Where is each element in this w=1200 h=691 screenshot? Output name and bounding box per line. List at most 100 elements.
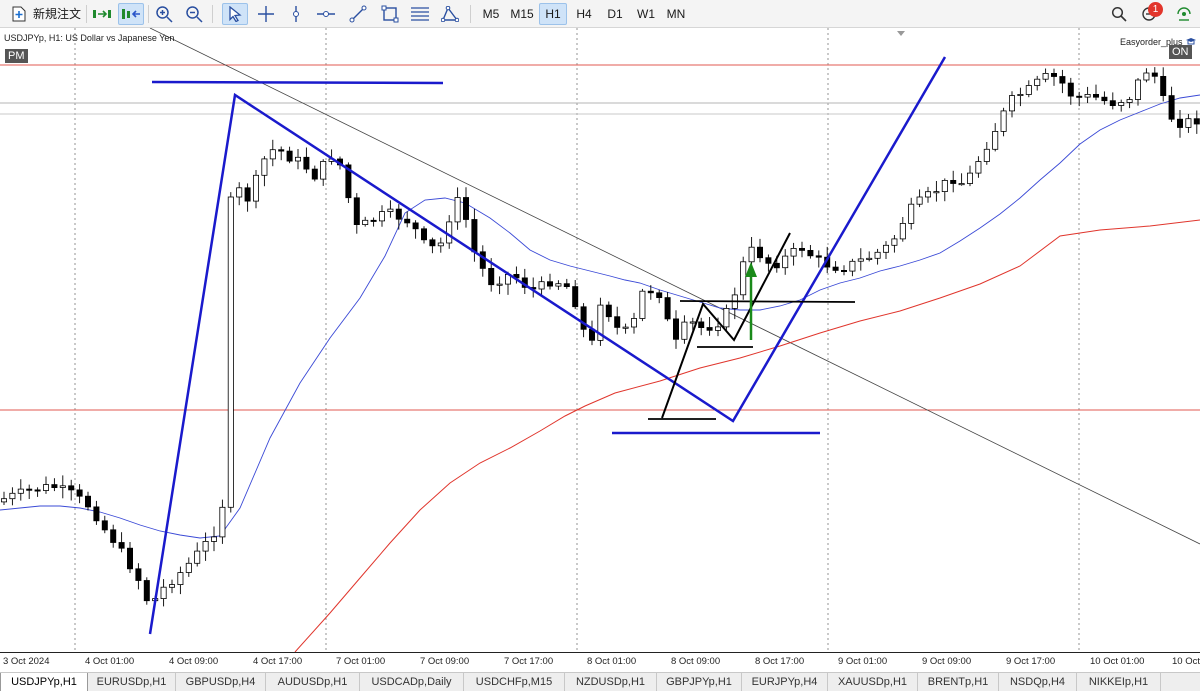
trendline-button[interactable] <box>346 3 370 25</box>
horizontal-levels <box>0 64 1200 411</box>
timeframe-m5[interactable]: M5 <box>482 7 500 21</box>
tab-gbpjpyp-h1[interactable]: GBPJPYp,H1 <box>657 673 742 691</box>
candle-bear <box>656 292 663 298</box>
session-badge: PM <box>5 49 28 63</box>
cursor-button[interactable] <box>222 3 248 25</box>
shapes-button[interactable] <box>438 3 462 25</box>
candle-bull <box>597 304 604 341</box>
timeframe-h4[interactable]: H4 <box>576 7 592 21</box>
rectangle-icon <box>381 5 399 23</box>
tab-gbpusdp-h4[interactable]: GBPUSDp,H4 <box>176 673 266 691</box>
candle-bear <box>547 281 554 287</box>
timeframe-d1[interactable]: D1 <box>607 7 623 21</box>
candle-bull <box>362 219 369 226</box>
algo-trading-icon <box>92 7 112 21</box>
candle-bear <box>614 316 621 328</box>
candle-bear <box>345 164 352 199</box>
candle-bull <box>496 283 503 286</box>
time-label: 4 Oct 17:00 <box>253 656 303 667</box>
crosshair-button[interactable] <box>254 3 278 25</box>
candlesticks <box>0 67 1200 607</box>
vertical-grid <box>74 28 1080 652</box>
tab-brentp-h1[interactable]: BRENTp,H1 <box>918 673 999 691</box>
search-button[interactable] <box>1108 3 1130 25</box>
candle-bull <box>958 183 965 186</box>
tab-xauusdp-h1[interactable]: XAUUSDp,H1 <box>828 673 918 691</box>
zoom-out-button[interactable] <box>182 3 206 25</box>
price-chart[interactable] <box>0 28 1200 652</box>
zoom-out-icon <box>185 5 203 23</box>
ea-status-badge[interactable]: ON <box>1169 45 1192 59</box>
candle-bear <box>311 168 318 180</box>
candle-bull <box>177 572 184 585</box>
rectangle-button[interactable] <box>378 3 402 25</box>
tab-nzdusdp-h1[interactable]: NZDUSDp,H1 <box>565 673 657 691</box>
candle-bear <box>353 197 360 226</box>
candle-bull <box>1135 79 1142 100</box>
candle-bull <box>194 550 201 564</box>
candle-bear <box>773 262 780 269</box>
zoom-in-icon <box>155 5 173 23</box>
tab-eurusdp-h1[interactable]: EURUSDp,H1 <box>88 673 176 691</box>
symbol-tabs: USDJPYp,H1 EURUSDp,H1 GBPUSDp,H4 AUDUSDp… <box>0 672 1200 691</box>
candle-bear <box>950 179 957 184</box>
candle-bull <box>1034 78 1041 86</box>
candle-bull <box>689 321 696 324</box>
candle-bull <box>1185 118 1192 128</box>
time-label: 9 Oct 01:00 <box>838 656 888 667</box>
tab-nikkeip-h1[interactable]: NIKKEIp,H1 <box>1077 673 1161 691</box>
chart-shift-marker-icon <box>897 31 905 36</box>
candle-bear <box>34 489 41 492</box>
vertical-line-button[interactable] <box>284 3 308 25</box>
horizontal-line-button[interactable] <box>314 3 338 25</box>
candle-bull <box>437 242 444 247</box>
candle-bull <box>236 187 243 198</box>
candle-bull <box>941 179 948 192</box>
arrow-up-icon <box>745 262 757 340</box>
timeframe-w1[interactable]: W1 <box>637 7 655 21</box>
fibonacci-icon <box>410 6 430 22</box>
candle-bull <box>782 255 789 269</box>
time-label: 10 Oct 01:00 <box>1090 656 1145 667</box>
candle-bull <box>1126 99 1133 103</box>
candle-bull <box>849 260 856 272</box>
tab-usdjpyp-h1[interactable]: USDJPYp,H1 <box>0 673 88 691</box>
candle-bear <box>135 568 142 581</box>
new-order-button[interactable] <box>6 3 84 25</box>
tab-usdcadp-daily[interactable]: USDCADp,Daily <box>360 673 464 691</box>
tab-eurjpyp-h4[interactable]: EURJPYp,H4 <box>742 673 828 691</box>
fibonacci-button[interactable] <box>408 3 432 25</box>
timeframe-h1[interactable]: H1 <box>539 3 567 25</box>
signal-button[interactable] <box>1172 3 1196 25</box>
time-label: 9 Oct 09:00 <box>922 656 972 667</box>
candle-bear <box>815 255 822 258</box>
candle-bull <box>219 506 226 538</box>
candle-bull <box>168 584 175 588</box>
candle-bull <box>866 257 873 260</box>
candle-bull <box>210 536 217 542</box>
candle-bull <box>59 485 66 488</box>
zoom-in-button[interactable] <box>152 3 176 25</box>
candle-bear <box>1160 76 1167 97</box>
candle-bear <box>1093 94 1100 98</box>
candle-bear <box>1067 82 1074 97</box>
tab-audusdp-h1[interactable]: AUDUSDp,H1 <box>266 673 360 691</box>
candle-bear <box>673 318 680 340</box>
timeframe-mn[interactable]: MN <box>666 7 686 21</box>
time-label: 9 Oct 17:00 <box>1006 656 1056 667</box>
drawn-zigzag-blue <box>148 56 947 635</box>
candle-bear <box>572 286 579 308</box>
timeframe-m15[interactable]: M15 <box>510 7 534 21</box>
candle-bear <box>1076 95 1083 98</box>
candle-bull <box>261 158 268 176</box>
candle-bull <box>1143 72 1150 81</box>
candle-bear <box>286 150 293 162</box>
trendline-icon <box>349 5 367 23</box>
algo-trading-button[interactable] <box>90 3 114 25</box>
one-click-trading-button[interactable] <box>118 3 144 25</box>
candle-bull <box>916 196 923 205</box>
candle-bull <box>1042 73 1049 80</box>
candle-bear <box>1151 72 1158 77</box>
tab-nsdqp-h4[interactable]: NSDQp,H4 <box>999 673 1077 691</box>
tab-usdchfp-m15[interactable]: USDCHFp,M15 <box>464 673 565 691</box>
